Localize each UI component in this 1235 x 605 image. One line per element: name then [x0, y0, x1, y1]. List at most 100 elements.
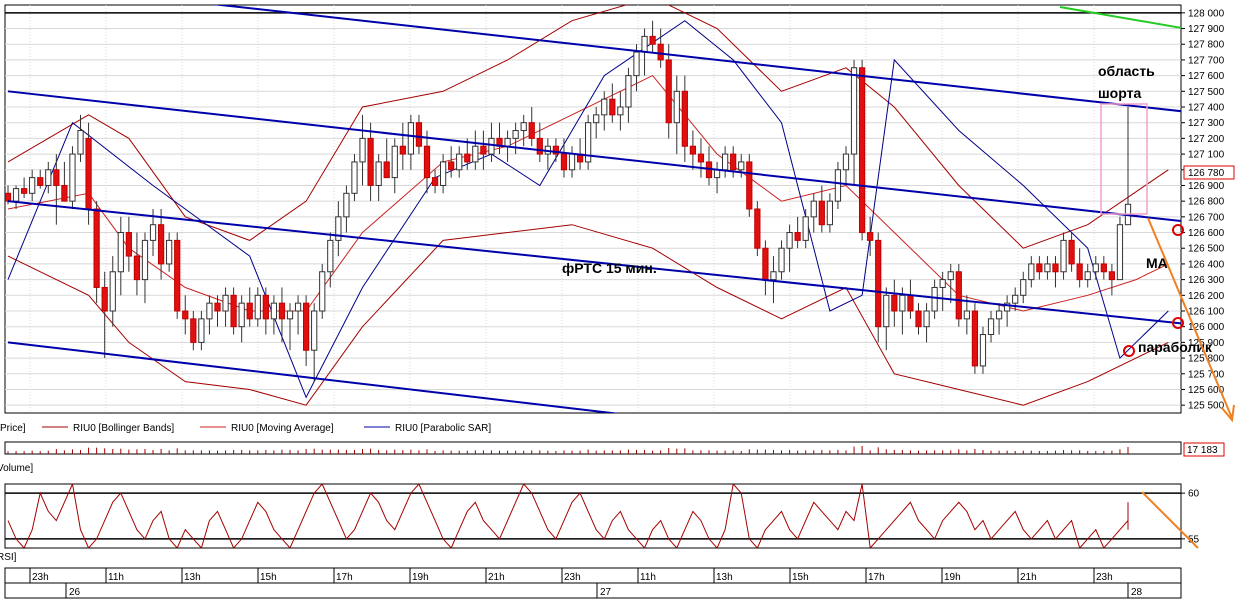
candle-body-up: [673, 90, 680, 124]
candle: [391, 138, 398, 194]
candle-body-up: [504, 137, 511, 147]
candle: [552, 138, 560, 162]
candle: [657, 28, 664, 68]
candle-body-up: [1004, 302, 1011, 312]
legend-ma: RIU0 [Moving Average]: [231, 423, 334, 434]
candle: [842, 146, 850, 186]
candle-body-down: [383, 161, 390, 179]
candle-body-down: [875, 239, 882, 328]
rsi-content: [5, 484, 1181, 548]
candle-body-down: [794, 232, 801, 241]
candle-body-up: [899, 294, 906, 312]
candle-body-down: [431, 177, 439, 186]
bollinger-lower-line: [7, 224, 1169, 406]
volume-value-box: [1183, 442, 1225, 457]
candle: [480, 130, 487, 170]
candle-body-up: [842, 153, 850, 171]
candle-body-up: [947, 271, 954, 281]
price-tick-label: 126 100: [1188, 307, 1225, 318]
hour-label: 21h: [1020, 572, 1037, 583]
candle: [979, 326, 987, 374]
candle-body-up: [778, 247, 785, 273]
candle-body-down: [536, 137, 543, 155]
candle-body-down: [174, 239, 181, 312]
hour-label: 15h: [260, 572, 277, 583]
day-label: 26: [69, 587, 81, 598]
candle-body-down: [762, 247, 769, 281]
candle-body-down: [560, 153, 568, 171]
candle: [528, 107, 535, 147]
orange-arrow-rsi: [1141, 491, 1199, 549]
candle-body-down: [5, 192, 12, 202]
candle: [319, 263, 326, 319]
candle: [1036, 256, 1043, 280]
candle-body-up: [939, 279, 946, 288]
hour-label: 17h: [336, 572, 353, 583]
candle: [254, 287, 261, 327]
candle-body-down: [85, 137, 92, 210]
candle-body-up: [593, 114, 600, 124]
candle-body-down: [681, 90, 688, 147]
candle-body-up: [641, 35, 648, 53]
candle: [45, 161, 52, 194]
candle-body-down: [528, 122, 535, 139]
candle: [335, 201, 342, 257]
candle-body-up: [286, 310, 294, 320]
candle-body-up: [987, 318, 995, 336]
current-price-box: 126 780: [1183, 165, 1235, 180]
candle-body-up: [29, 177, 36, 194]
candle: [20, 177, 28, 199]
candle-body-down: [867, 232, 874, 241]
candle-body-down: [1068, 239, 1075, 265]
candle: [1060, 232, 1067, 280]
candle-body-up: [1084, 271, 1091, 281]
hour-label: 21h: [488, 572, 505, 583]
candle-body-up: [1092, 263, 1099, 273]
candle-body-up: [198, 318, 205, 343]
candle-body-up: [633, 51, 640, 77]
candle: [29, 169, 36, 202]
candle-body-up: [834, 169, 842, 202]
candle-body-up: [568, 153, 576, 171]
time-axis: 23h 11h 13h 15h 17h 19h 21h 23h 11h 13h 15h 17h 19h 2…: [29, 568, 1143, 598]
candle: [1052, 256, 1059, 288]
price-tick-label: 125 700: [1188, 369, 1225, 380]
candle-body-down: [93, 208, 100, 288]
chart-title-annotation: фРТС 15 мин.: [562, 260, 657, 276]
regression-channel-line: [7, 200, 1181, 325]
candle-body-up: [206, 302, 213, 320]
regression-channel-line: [211, 5, 1181, 113]
candles-layer: [5, 20, 1132, 382]
rsi-panel-label: RSI]: [0, 552, 17, 563]
price-tick-label: 125 900: [1188, 338, 1225, 349]
candle-body-down: [746, 161, 753, 210]
candle: [262, 287, 269, 335]
candle: [649, 20, 656, 53]
volume-panel: [4, 441, 1182, 455]
candle: [343, 185, 350, 233]
price-tick-label: 126 400: [1188, 259, 1225, 270]
candle-body-up: [439, 161, 447, 186]
candle-body-up: [520, 122, 527, 132]
candle-body-up: [601, 98, 608, 116]
hour-label: 19h: [944, 572, 961, 583]
candle: [923, 303, 930, 343]
hour-label: 23h: [1096, 572, 1113, 583]
candle-body-down: [907, 294, 914, 312]
candle-body-down: [1108, 271, 1116, 281]
candle-body-up: [141, 239, 149, 281]
candle-body-up: [359, 137, 366, 163]
regression-channel-line: [7, 341, 621, 413]
candle-body-down: [818, 200, 825, 226]
price-tick-label: 126 800: [1188, 197, 1225, 208]
candle-body-up: [738, 161, 745, 171]
candle: [1076, 248, 1083, 288]
short-area-label-line2: шорта: [1098, 85, 1141, 101]
candle: [359, 114, 366, 186]
candle-body-up: [585, 122, 592, 163]
candle: [174, 232, 181, 319]
candle-body-down: [230, 294, 237, 328]
candle: [939, 271, 946, 311]
candle: [955, 263, 962, 327]
